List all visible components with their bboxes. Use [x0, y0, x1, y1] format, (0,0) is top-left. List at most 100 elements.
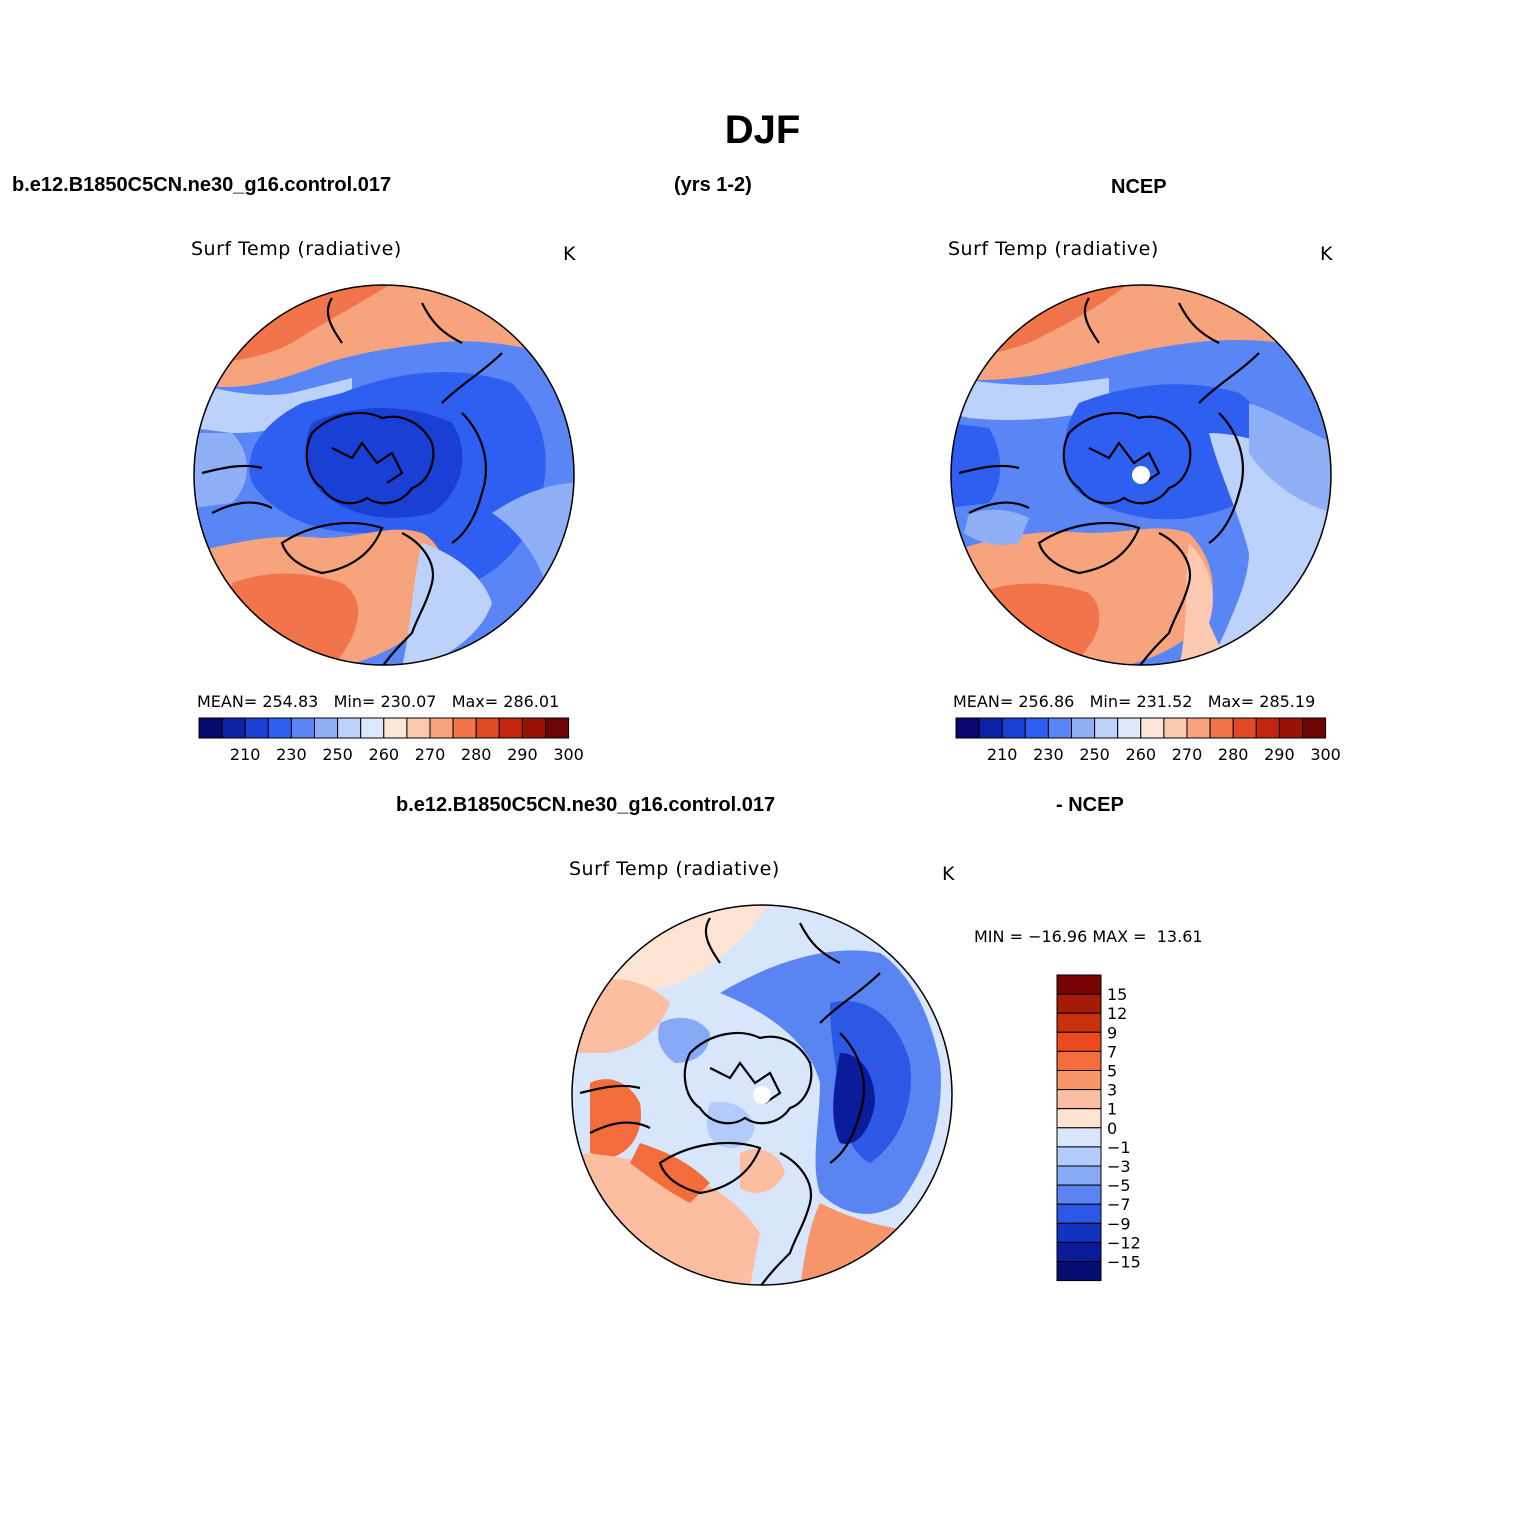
colorbar-tick-label: 260: [369, 745, 400, 764]
diff-colorbar-swatch-5: [1057, 1071, 1101, 1090]
figure-title: DJF: [0, 108, 1525, 153]
colorbar-swatch-8: [384, 718, 407, 738]
diff-colorbar-level-label: 12: [1107, 1004, 1127, 1023]
colorbar-swatch-13: [1256, 718, 1279, 738]
obs-variable-label: Surf Temp (radiative): [948, 238, 1159, 260]
colorbar-swatch-12: [476, 718, 499, 738]
diff-colorbar-level-label: −5: [1107, 1176, 1131, 1195]
diff-colorbar-level-label: 5: [1107, 1062, 1117, 1081]
obs-polar-map: [949, 283, 1333, 667]
colorbar-swatch-14: [522, 718, 545, 738]
diff-colorbar-swatch-12: [1057, 1204, 1101, 1223]
diff-colorbar-swatch-2: [1057, 1013, 1101, 1032]
obs-colorbar: 210 230 250 260 270 280 290 300: [947, 718, 1367, 768]
colorbar-swatch-9: [1164, 718, 1187, 738]
colorbar-tick-label: 250: [1079, 745, 1110, 764]
colorbar-swatch-13: [499, 718, 522, 738]
colorbar-swatch-15: [546, 718, 569, 738]
diff-colorbar-level-label: 15: [1107, 985, 1127, 1004]
colorbar-tick-label: 230: [276, 745, 307, 764]
model-variable-label: Surf Temp (radiative): [191, 238, 402, 260]
diff-colorbar-swatch-1: [1057, 994, 1101, 1013]
model-stats: MEAN= 254.83 Min= 230.07 Max= 286.01: [197, 692, 559, 711]
years-label: (yrs 1-2): [674, 174, 752, 197]
colorbar-swatch-2: [1002, 718, 1025, 738]
colorbar-swatch-14: [1279, 718, 1302, 738]
colorbar-tick-label: 270: [415, 745, 446, 764]
colorbar-tick-label: 260: [1126, 745, 1157, 764]
colorbar-swatch-1: [222, 718, 245, 738]
colorbar-tick-label: 280: [1218, 745, 1249, 764]
diff-variable-label: Surf Temp (radiative): [569, 858, 780, 880]
colorbar-swatch-12: [1233, 718, 1256, 738]
colorbar-swatch-10: [1187, 718, 1210, 738]
diff-colorbar-level-label: 7: [1107, 1042, 1117, 1061]
colorbar-tick-label: 300: [553, 745, 584, 764]
colorbar-swatch-4: [291, 718, 314, 738]
diff-colorbar-level-label: 3: [1107, 1081, 1117, 1100]
colorbar-tick-label: 210: [230, 745, 261, 764]
diff-polar-map: [570, 903, 954, 1287]
diff-colorbar-level-label: 9: [1107, 1023, 1117, 1042]
colorbar-swatch-6: [338, 718, 361, 738]
colorbar-tick-label: 290: [1264, 745, 1295, 764]
diff-colorbar-swatch-10: [1057, 1166, 1101, 1185]
colorbar-swatch-3: [1025, 718, 1048, 738]
colorbar-swatch-1: [979, 718, 1002, 738]
colorbar-swatch-11: [1210, 718, 1233, 738]
model-units-label: K: [563, 243, 576, 265]
colorbar-tick-label: 250: [322, 745, 353, 764]
diff-colorbar-level-label: −7: [1107, 1195, 1131, 1214]
model-colorbar: 210 230 250 260 270 280 290 300: [190, 718, 610, 768]
diff-colorbar-swatch-4: [1057, 1051, 1101, 1070]
diff-colorbar-swatch-14: [1057, 1242, 1101, 1261]
diff-obs-name: - NCEP: [1056, 794, 1124, 817]
colorbar-tick-label: 290: [507, 745, 538, 764]
colorbar-swatch-4: [1048, 718, 1071, 738]
colorbar-swatch-0: [199, 718, 222, 738]
diff-colorbar-level-label: −9: [1107, 1214, 1131, 1233]
colorbar-tick-label: 270: [1172, 745, 1203, 764]
colorbar-swatch-7: [1118, 718, 1141, 738]
colorbar-swatch-11: [453, 718, 476, 738]
diff-colorbar-swatch-7: [1057, 1109, 1101, 1128]
diff-colorbar-level-label: 0: [1107, 1119, 1117, 1138]
colorbar-swatch-3: [268, 718, 291, 738]
colorbar-swatch-5: [1072, 718, 1095, 738]
colorbar-swatch-15: [1303, 718, 1326, 738]
colorbar-tick-label: 230: [1033, 745, 1064, 764]
colorbar-tick-label: 300: [1310, 745, 1341, 764]
diff-colorbar-level-label: −3: [1107, 1157, 1131, 1176]
obs-name: NCEP: [1111, 176, 1167, 199]
case-name: b.e12.B1850C5CN.ne30_g16.control.017: [12, 174, 391, 197]
obs-stats: MEAN= 256.86 Min= 231.52 Max= 285.19: [953, 692, 1315, 711]
colorbar-tick-label: 280: [461, 745, 492, 764]
diff-colorbar-swatch-9: [1057, 1147, 1101, 1166]
colorbar-swatch-6: [1095, 718, 1118, 738]
colorbar-swatch-0: [956, 718, 979, 738]
model-polar-map: [192, 283, 576, 667]
diff-colorbar-swatch-3: [1057, 1032, 1101, 1051]
diff-colorbar-swatch-6: [1057, 1090, 1101, 1109]
colorbar-swatch-10: [430, 718, 453, 738]
diff-stats: MIN = −16.96 MAX = 13.61: [974, 927, 1203, 946]
diff-case-name: b.e12.B1850C5CN.ne30_g16.control.017: [396, 794, 775, 817]
colorbar-swatch-2: [245, 718, 268, 738]
diff-colorbar-swatch-8: [1057, 1128, 1101, 1147]
colorbar-swatch-5: [315, 718, 338, 738]
diff-colorbar-level-label: −15: [1107, 1253, 1141, 1272]
diff-units-label: K: [942, 863, 955, 885]
diff-colorbar-swatch-0: [1057, 975, 1101, 994]
obs-units-label: K: [1320, 243, 1333, 265]
colorbar-swatch-9: [407, 718, 430, 738]
colorbar-swatch-7: [361, 718, 384, 738]
diff-colorbar-level-label: −1: [1107, 1138, 1131, 1157]
diff-colorbar-swatch-15: [1057, 1262, 1101, 1281]
diff-colorbar-swatch-13: [1057, 1223, 1101, 1242]
diff-colorbar-level-label: 1: [1107, 1100, 1117, 1119]
colorbar-tick-label: 210: [987, 745, 1018, 764]
diff-colorbar-level-label: −12: [1107, 1233, 1141, 1252]
diff-colorbar-swatch-11: [1057, 1185, 1101, 1204]
colorbar-swatch-8: [1141, 718, 1164, 738]
